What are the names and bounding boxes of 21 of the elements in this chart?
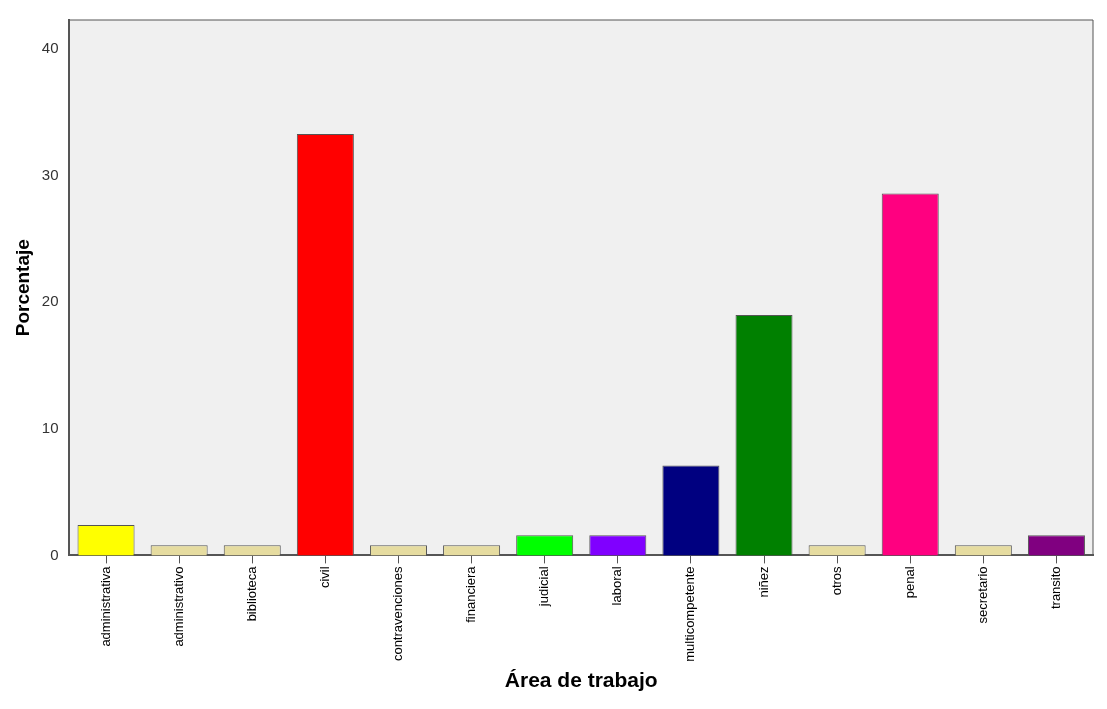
x-axis-title: Área de trabajo	[504, 668, 658, 692]
x-tick-label: laboral	[609, 566, 625, 606]
x-tick-label: judicial	[536, 566, 552, 608]
y-tick-label: 40	[41, 39, 59, 57]
x-tick-label: administrativo	[170, 566, 186, 647]
x-tick-label: secretario	[974, 566, 990, 624]
y-tick-label: 0	[50, 545, 59, 563]
y-tick-label: 30	[41, 165, 59, 183]
x-tick-label: niñez	[755, 566, 771, 598]
x-tick-label: biblioteca	[243, 565, 259, 622]
y-tick-label: 10	[41, 418, 59, 436]
y-tick-label: 20	[41, 292, 59, 310]
x-tick-label: multicompetente	[682, 566, 698, 662]
x-tick-label: civil	[316, 566, 332, 589]
x-tick-label: contravenciones	[390, 565, 406, 662]
y-axis-title: Porcentaje	[11, 239, 33, 337]
x-tick-label: transito	[1048, 566, 1064, 610]
x-tick-label: otros	[828, 565, 844, 596]
x-tick-label: administrativa	[97, 565, 113, 647]
x-tick-label: penal	[901, 566, 917, 599]
x-tick-label: financiera	[463, 565, 479, 623]
